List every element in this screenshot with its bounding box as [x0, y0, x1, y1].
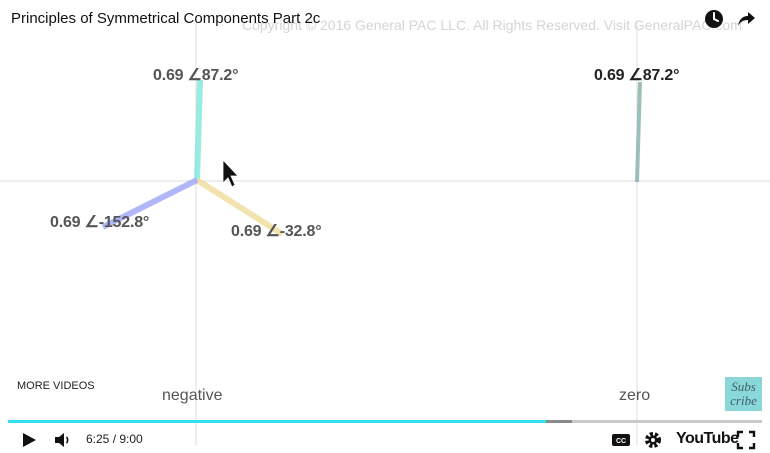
video-title[interactable]: Principles of Symmetrical Components Par…: [11, 10, 321, 27]
volume-icon[interactable]: [52, 429, 74, 451]
zero-axis-label: zero: [619, 387, 651, 404]
negative-phasor-a: [194, 79, 203, 181]
subscribe-line-1: Subs: [731, 379, 756, 394]
zero-phasor-label: 0.69 ∠87.2°: [594, 67, 680, 84]
negative-axis-label: negative: [162, 387, 223, 404]
youtube-logo[interactable]: YouTube: [676, 430, 739, 447]
settings-icon[interactable]: [642, 429, 664, 451]
time-display: 6:25 / 9:00: [86, 432, 143, 446]
negative-phasor-c-label: 0.69 ∠-152.8°: [50, 214, 150, 231]
negative-phasor-a-label: 0.69 ∠87.2°: [153, 67, 239, 84]
svg-text:CC: CC: [616, 438, 626, 445]
clock-icon[interactable]: [703, 8, 725, 30]
subscribe-line-2: cribe: [730, 393, 757, 408]
more-videos-button[interactable]: MORE VIDEOS: [17, 380, 95, 392]
play-icon[interactable]: [18, 429, 40, 451]
progress-played: [8, 420, 547, 423]
negative-phasor-b: [195, 177, 284, 237]
negative-phasor-b-label: 0.69 ∠-32.8°: [231, 223, 322, 240]
negative-phasor-c: [101, 177, 199, 230]
cursor-icon: [222, 158, 239, 188]
copyright-text: Copyright © 2016 General PAC LLC. All Ri…: [242, 17, 742, 33]
share-icon[interactable]: [735, 8, 757, 30]
subscribe-button[interactable]: Subs cribe: [725, 377, 762, 411]
progress-bar[interactable]: [8, 420, 762, 423]
fullscreen-icon[interactable]: [735, 429, 757, 451]
zero-phasor: [635, 81, 642, 183]
captions-icon[interactable]: CC: [610, 429, 632, 451]
